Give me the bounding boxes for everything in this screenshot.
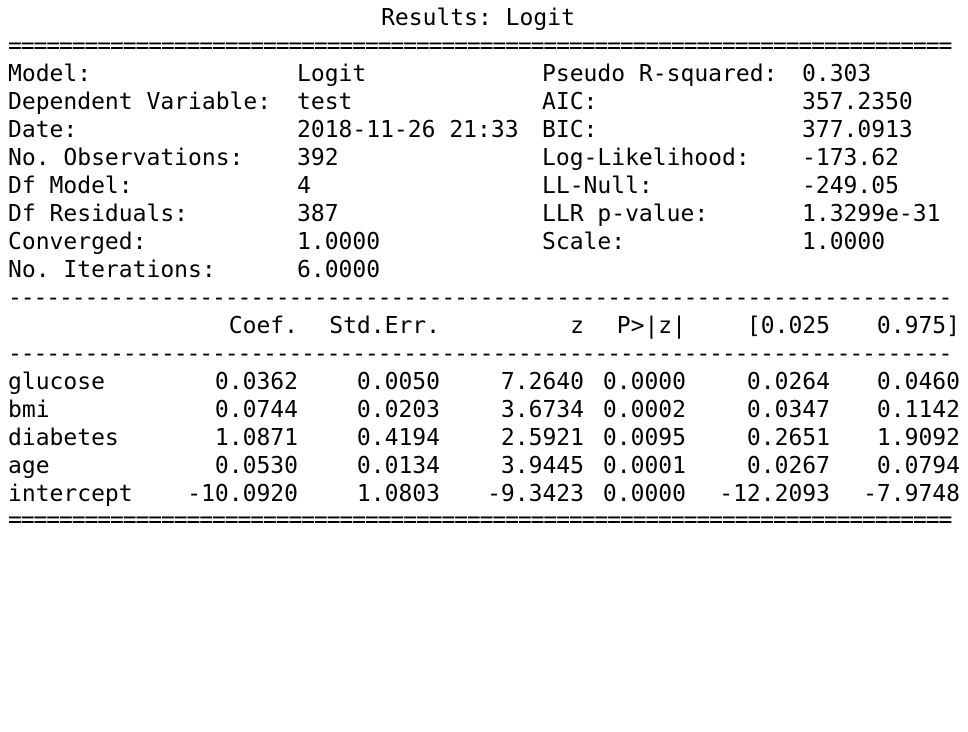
info-row: No. Iterations: 6.0000 <box>8 256 380 284</box>
variable-name: age <box>8 453 50 479</box>
table-row: intercept -10.0920 1.0803 -9.3423 0.0000… <box>8 480 960 508</box>
table-row: glucose 0.0362 0.0050 7.2640 0.0000 0.02… <box>8 368 960 396</box>
info-value: 1.0000 <box>297 229 381 255</box>
info-label: Pseudo R-squared: <box>542 61 778 87</box>
header-ci-upper: 0.975] <box>876 313 960 339</box>
cell-ci-upper: 1.9092 <box>876 425 960 451</box>
info-row: Model: Logit Pseudo R-squared: 0.303 <box>8 60 871 88</box>
info-label: Date: <box>8 117 78 143</box>
info-value: -249.05 <box>802 173 899 199</box>
cell-ci-lower: 0.0264 <box>746 369 830 395</box>
cell-std-err: 0.0134 <box>356 453 440 479</box>
cell-z: 3.6734 <box>500 397 584 423</box>
info-value: test <box>297 89 353 115</box>
cell-ci-upper: -7.9748 <box>863 481 960 507</box>
header-ci-lower: [0.025 <box>746 313 830 339</box>
info-label: No. Observations: <box>8 145 244 171</box>
table-row: age 0.0530 0.0134 3.9445 0.0001 0.0267 0… <box>8 452 960 480</box>
info-value: 1.3299e-31 <box>802 201 941 227</box>
info-label: Log-Likelihood: <box>542 145 750 171</box>
variable-name: diabetes <box>8 425 119 451</box>
cell-coef: 0.0744 <box>214 397 298 423</box>
info-label: Df Model: <box>8 173 133 199</box>
info-label: Dependent Variable: <box>8 89 272 115</box>
single-rule-header: ----------------------------------------… <box>8 341 952 367</box>
cell-ci-lower: 0.0267 <box>746 453 830 479</box>
cell-coef: 1.0871 <box>214 425 298 451</box>
cell-std-err: 0.0203 <box>356 397 440 423</box>
cell-ci-upper: 0.1142 <box>876 397 960 423</box>
cell-ci-upper: 0.0460 <box>876 369 960 395</box>
cell-std-err: 1.0803 <box>356 481 440 507</box>
cell-p-value: 0.0000 <box>602 369 686 395</box>
info-row: Dependent Variable: test AIC: 357.2350 <box>8 88 913 116</box>
info-label: BIC: <box>542 117 598 143</box>
variable-name: intercept <box>8 481 133 507</box>
info-value: 377.0913 <box>802 117 913 143</box>
info-label: No. Iterations: <box>8 257 216 283</box>
info-value: -173.62 <box>802 145 899 171</box>
info-label: Scale: <box>542 229 626 255</box>
info-value: 4 <box>297 173 311 199</box>
info-label: AIC: <box>542 89 598 115</box>
cell-p-value: 0.0095 <box>602 425 686 451</box>
cell-coef: -10.0920 <box>187 481 298 507</box>
info-value: 392 <box>297 145 339 171</box>
info-row: Converged: 1.0000 Scale: 1.0000 <box>8 228 885 256</box>
cell-std-err: 0.4194 <box>356 425 440 451</box>
variable-name: glucose <box>8 369 105 395</box>
header-p-value: P>|z| <box>616 313 686 339</box>
cell-z: 2.5921 <box>500 425 584 451</box>
info-label: Converged: <box>8 229 147 255</box>
cell-z: -9.3423 <box>487 481 584 507</box>
cell-std-err: 0.0050 <box>356 369 440 395</box>
header-z: z <box>570 313 584 339</box>
info-value: Logit <box>297 61 367 87</box>
cell-p-value: 0.0002 <box>602 397 686 423</box>
table-row: bmi 0.0744 0.0203 3.6734 0.0002 0.0347 0… <box>8 396 960 424</box>
cell-coef: 0.0530 <box>214 453 298 479</box>
header-coef: Coef. <box>228 313 298 339</box>
cell-ci-upper: 0.0794 <box>876 453 960 479</box>
info-value: 387 <box>297 201 339 227</box>
cell-p-value: 0.0000 <box>602 481 686 507</box>
double-rule-bottom: ========================================… <box>8 507 952 533</box>
info-row: No. Observations: 392 Log-Likelihood: -1… <box>8 144 899 172</box>
info-value: 1.0000 <box>802 229 886 255</box>
coef-table-header: Coef. Std.Err. z P>|z| [0.025 0.975] <box>8 312 960 340</box>
header-std-err: Std.Err. <box>329 313 440 339</box>
info-row: Date: 2018-11-26 21:33 BIC: 377.0913 <box>8 116 913 144</box>
table-row: diabetes 1.0871 0.4194 2.5921 0.0095 0.2… <box>8 424 960 452</box>
info-label: Df Residuals: <box>8 201 189 227</box>
summary-title: Results: Logit <box>381 5 575 31</box>
regression-summary: Results: Logit =========================… <box>8 0 960 533</box>
cell-ci-lower: -12.2093 <box>719 481 830 507</box>
cell-ci-lower: 0.0347 <box>746 397 830 423</box>
info-label: LL-Null: <box>542 173 653 199</box>
info-label: Model: <box>8 61 92 87</box>
info-label: LLR p-value: <box>542 201 709 227</box>
info-row: Df Residuals: 387 LLR p-value: 1.3299e-3… <box>8 200 940 228</box>
info-value: 6.0000 <box>297 257 381 283</box>
double-rule-top: ========================================… <box>8 33 952 59</box>
cell-z: 3.9445 <box>500 453 584 479</box>
single-rule-mid: ----------------------------------------… <box>8 285 952 311</box>
cell-coef: 0.0362 <box>214 369 298 395</box>
info-value: 2018-11-26 21:33 <box>297 117 519 143</box>
cell-ci-lower: 0.2651 <box>746 425 830 451</box>
cell-p-value: 0.0001 <box>602 453 686 479</box>
cell-z: 7.2640 <box>500 369 584 395</box>
info-value: 0.303 <box>802 61 872 87</box>
info-row: Df Model: 4 LL-Null: -249.05 <box>8 172 899 200</box>
variable-name: bmi <box>8 397 50 423</box>
info-value: 357.2350 <box>802 89 913 115</box>
